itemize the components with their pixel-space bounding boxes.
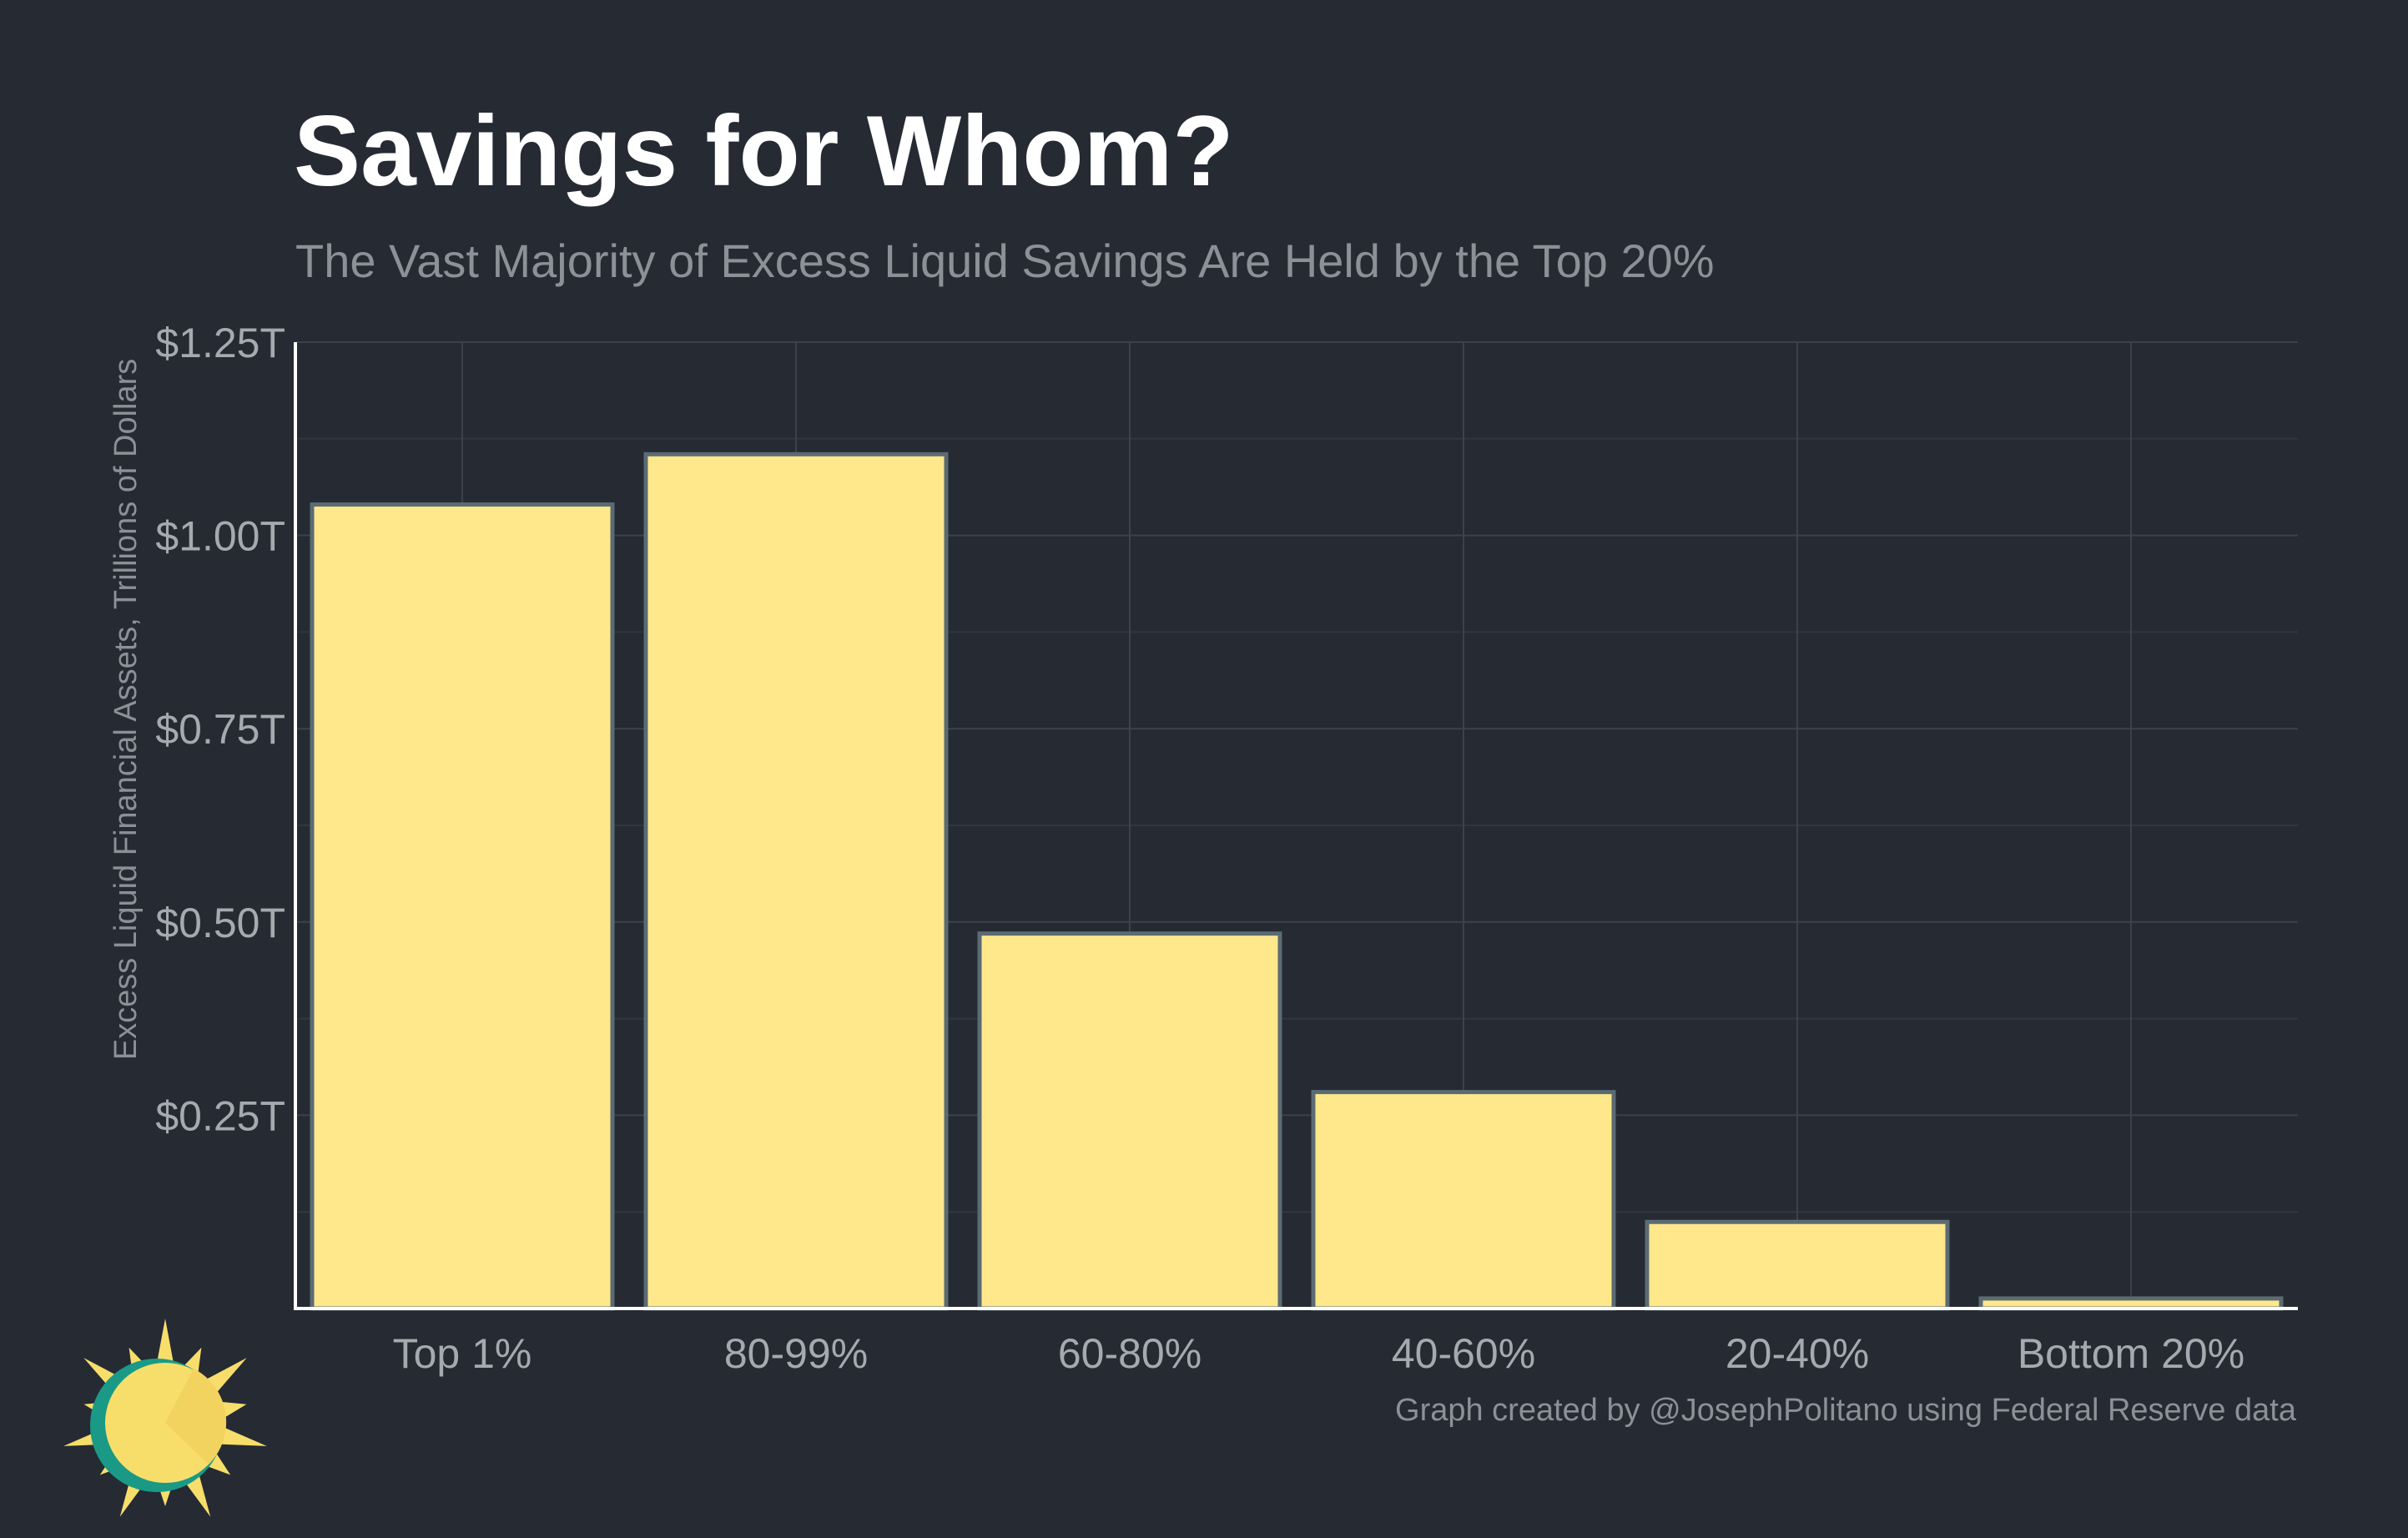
y-tick-label: $0.75T <box>155 706 285 753</box>
sun-ray-icon <box>203 1358 247 1395</box>
sun-logo-icon <box>63 1319 267 1517</box>
bar-20-40% <box>1645 1219 1950 1311</box>
x-tick-label: Bottom 20% <box>2018 1330 2244 1377</box>
y-tick-labels: $0.25T $0.50T $0.75T $1.00T $1.25T <box>155 320 285 1139</box>
x-tick-label: 60-80% <box>1058 1330 1201 1377</box>
y-axis-label: Excess Liquid Financial Assets, Trillion… <box>108 359 144 1061</box>
y-tick-label: $0.25T <box>155 1092 285 1139</box>
y-tick-label: $1.25T <box>155 320 285 366</box>
sun-ray-icon <box>156 1319 174 1367</box>
y-tick-label: $1.00T <box>155 513 285 560</box>
x-tick-label: 40-60% <box>1392 1330 1535 1377</box>
x-tick-label: Top 1% <box>393 1330 532 1377</box>
bar-80-99% <box>643 451 949 1311</box>
sun-ray-icon <box>218 1426 267 1446</box>
logo-sun-shade-icon <box>165 1369 227 1465</box>
chart-subtitle: The Vast Majority of Excess Liquid Savin… <box>295 234 1715 287</box>
x-tick-labels: Top 1% 80-99% 60-80% 40-60% 20-40% Bottom 20% <box>393 1330 2245 1377</box>
bar-Top 1% <box>310 502 615 1311</box>
bar-60-80% <box>977 931 1282 1311</box>
chart-credit: Graph created by @JosephPolitano using F… <box>1395 1393 2297 1428</box>
x-tick-label: 20-40% <box>1725 1330 1869 1377</box>
x-tick-label: 80-99% <box>724 1330 868 1377</box>
y-tick-label: $0.50T <box>155 900 285 946</box>
chart-title: Savings for Whom? <box>294 95 1234 207</box>
bar-40-60% <box>1311 1090 1616 1311</box>
bars <box>310 451 2284 1311</box>
